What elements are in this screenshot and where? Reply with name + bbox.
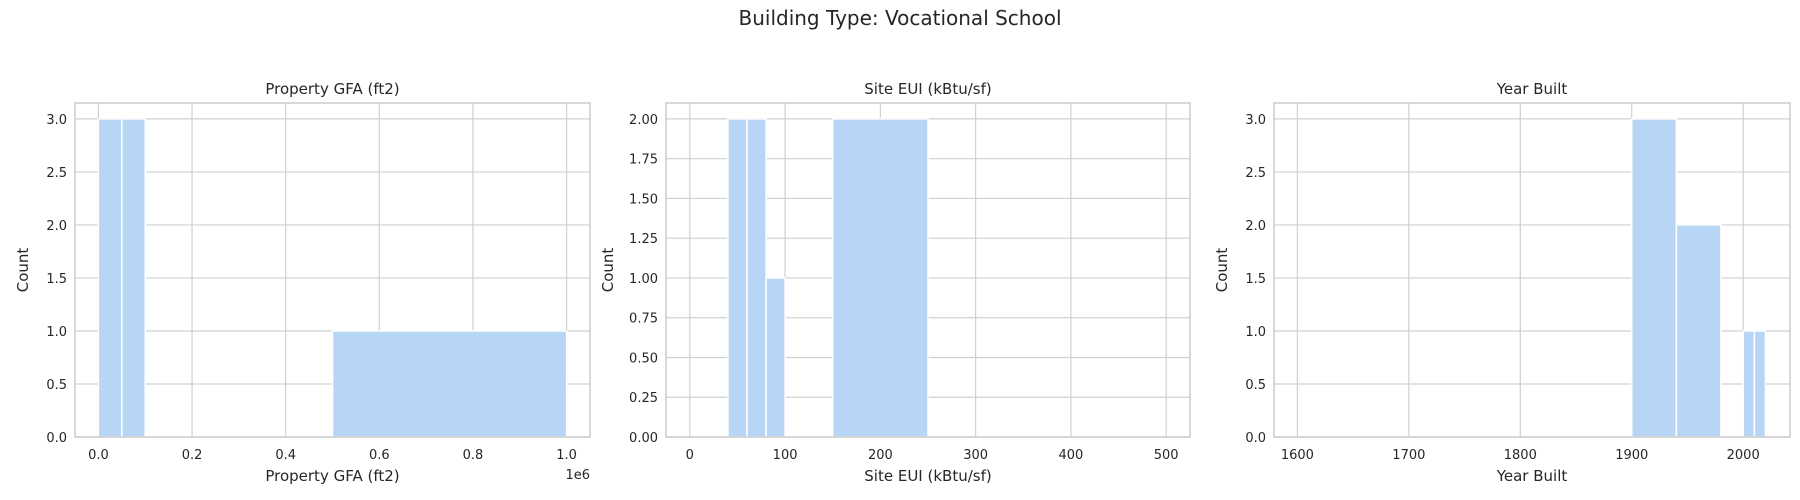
x-tick-label: 400 [1058,448,1083,463]
y-tick-label: 0.0 [46,431,67,446]
y-tick-label: 1.75 [629,153,658,168]
subplot-title: Property GFA (ft2) [265,80,399,98]
subplot-3: 1600 1700 1800 1900 2000 0.0 0.5 1.0 1.5 2.0 2.5 3.… [1213,80,1791,485]
histogram-bar [331,330,568,438]
y-tick-label: 3.0 [46,113,67,128]
axes-frame [1273,102,1791,438]
x-tick-label: 2000 [1727,448,1760,463]
axes-frame [665,102,1191,438]
y-tick-label: 0.0 [1245,431,1266,446]
x-tick-label: 0.4 [275,448,296,463]
y-tick-label: 3.0 [1245,113,1266,128]
histogram-bar [831,118,929,438]
y-tick-label: 0.5 [1245,378,1266,393]
subplot-2: 0 100 200 300 400 500 0.00 0.25 0.50 0.75 1.00 1.25… [599,80,1191,485]
histogram-bar [1742,330,1756,438]
x-tick-label: 500 [1154,448,1179,463]
x-tick-label: 0.2 [182,448,203,463]
x-tick-label: 300 [963,448,988,463]
y-tick-label: 1.00 [629,272,658,287]
subplot-title: Year Built [1496,80,1568,98]
y-tick-label: 1.0 [1245,325,1266,340]
histogram-bar [121,118,146,438]
x-tick-label: 1600 [1281,448,1314,463]
y-tick-label: 1.5 [1245,272,1266,287]
x-tick-label: 0.6 [369,448,390,463]
x-tick-label: 100 [773,448,798,463]
y-tick-label: 2.5 [1245,166,1266,181]
y-tick-label: 0.5 [46,378,67,393]
y-tick-label: 0.00 [629,431,658,446]
y-axis-label: Count [14,248,32,293]
x-tick-label: 1800 [1504,448,1537,463]
y-tick-label: 1.25 [629,232,658,247]
histogram-bar [97,118,123,438]
histogram-bar [746,118,767,438]
axes-frame [74,102,591,438]
x-tick-label: 0 [686,448,694,463]
y-axis-label: Count [1213,248,1231,293]
x-tick-label: 0.8 [463,448,484,463]
y-tick-label: 2.00 [629,113,658,128]
subplot-1: 0.0 0.2 0.4 0.6 0.8 1.0 0.0 0.5 1.0 1.5 2.0 2.5 3.0 1… [14,80,591,485]
x-tick-label: 1700 [1392,448,1425,463]
x-tick-label: 1900 [1615,448,1648,463]
x-tick-label: 1.0 [556,448,577,463]
x-axis-label: Property GFA (ft2) [265,467,399,485]
histogram-bar [727,118,748,438]
figure-title: Building Type: Vocational School [738,6,1062,30]
y-tick-label: 0.50 [629,351,658,366]
x-offset-text: 1e6 [565,468,590,483]
y-axis-label: Count [599,248,617,293]
y-tick-label: 2.0 [46,219,67,234]
x-axis-label: Site EUI (kBtu/sf) [864,467,991,485]
y-tick-label: 2.0 [1245,219,1266,234]
x-axis-label: Year Built [1496,467,1568,485]
x-tick-label: 0.0 [88,448,109,463]
x-tick-label: 200 [868,448,893,463]
histogram-bar [765,277,786,438]
y-tick-label: 0.25 [629,391,658,406]
histogram-bar [1753,330,1767,438]
y-tick-label: 1.50 [629,192,658,207]
histogram-bar [1675,224,1722,438]
y-tick-label: 0.75 [629,312,658,327]
histogram-bar [1630,118,1678,438]
y-tick-label: 2.5 [46,166,67,181]
y-tick-label: 1.0 [46,325,67,340]
subplot-title: Site EUI (kBtu/sf) [864,80,991,98]
y-tick-label: 1.5 [46,272,67,287]
